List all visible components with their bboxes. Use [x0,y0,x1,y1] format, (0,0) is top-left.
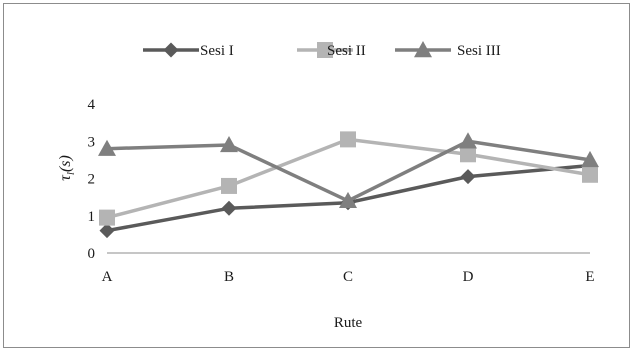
x-tick-label: A [102,269,113,285]
legend-marker [414,41,432,58]
legend-item-1: Sesi I [143,42,234,59]
y-tick-label: 3 [88,134,96,150]
y-axis-ticks: 0 1 2 3 4 [88,97,96,262]
legend-label: Sesi I [200,43,234,59]
series-2 [99,131,598,226]
legend-item-2: Sesi II [297,42,366,59]
data-point [581,150,599,168]
legend-item-3: Sesi III [395,41,501,59]
x-tick-label: C [343,269,353,285]
legend-marker [163,42,179,58]
legend-label: Sesi II [327,43,366,59]
y-axis-title-main: τ [57,174,74,181]
data-point [98,139,116,156]
data-point [460,146,476,163]
y-tick-label: 1 [88,209,96,225]
chart-frame [3,3,630,348]
y-tick-label: 4 [88,97,96,113]
legend: Sesi I Sesi II Sesi III [143,41,501,59]
data-point [340,131,356,148]
x-axis-ticks: A B C D E [102,269,595,285]
y-axis-title-suffix: (s) [57,155,74,172]
data-point [99,209,115,226]
data-point [221,200,237,216]
data-point [99,223,115,239]
legend-label: Sesi III [457,43,501,59]
data-point [582,166,598,183]
y-axis-title: τl(s) [57,155,77,181]
data-point [459,132,477,149]
legend-marker [317,42,333,58]
series-3 [98,132,599,209]
data-point [339,191,357,209]
x-tick-label: E [585,269,594,285]
y-axis-title-sub: l [65,172,77,175]
x-tick-label: D [463,269,474,285]
data-point [220,135,238,153]
series-group [98,131,599,239]
x-tick-label: B [224,269,234,285]
y-tick-label: 2 [88,172,96,188]
x-axis-title: Rute [334,315,363,331]
data-point [221,177,237,194]
data-point [460,169,476,185]
y-tick-label: 0 [88,246,96,262]
